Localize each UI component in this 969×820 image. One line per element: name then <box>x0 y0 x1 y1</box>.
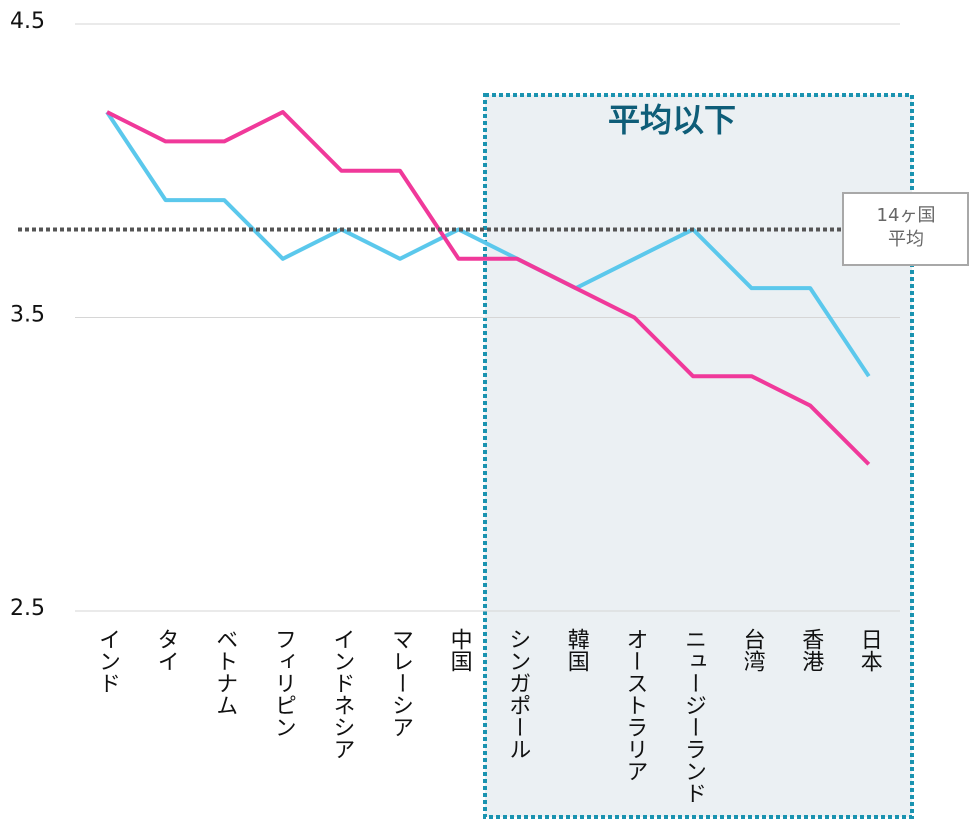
average-label: 14ヶ国 <box>877 205 936 226</box>
x-tick-label: 韓国 <box>564 628 590 672</box>
x-tick-label: インド <box>95 628 120 694</box>
average-label: 平均 <box>888 229 924 250</box>
x-tick-label: ニュージーランド <box>681 628 706 804</box>
x-tick-label: オーストラリア <box>622 628 647 782</box>
average-label-box <box>842 192 969 266</box>
x-tick-label: シンガポール <box>505 628 530 760</box>
plot <box>105 110 871 466</box>
x-tick-label: フィリピン <box>271 628 296 738</box>
x-tick-label: マレーシア <box>388 628 413 738</box>
grid <box>75 23 900 612</box>
x-tick-label: 中国 <box>447 628 472 672</box>
y-tick-label: 2.5 <box>10 596 45 621</box>
x-tick-label: タイ <box>154 628 179 672</box>
region-label: 平均以下 <box>608 101 736 139</box>
y-tick-label: 4.5 <box>10 9 45 34</box>
below-average-region <box>483 93 914 819</box>
x-tick-label: インドネシア <box>329 628 354 760</box>
series-line <box>105 110 871 378</box>
x-tick-label: 日本 <box>857 628 883 672</box>
series-line <box>106 110 871 466</box>
y-tick-label: 3.5 <box>10 303 45 328</box>
x-tick-label: 香港 <box>798 628 824 672</box>
x-tick-label: 台湾 <box>740 628 766 672</box>
x-tick-label: ベトナム <box>212 628 237 716</box>
